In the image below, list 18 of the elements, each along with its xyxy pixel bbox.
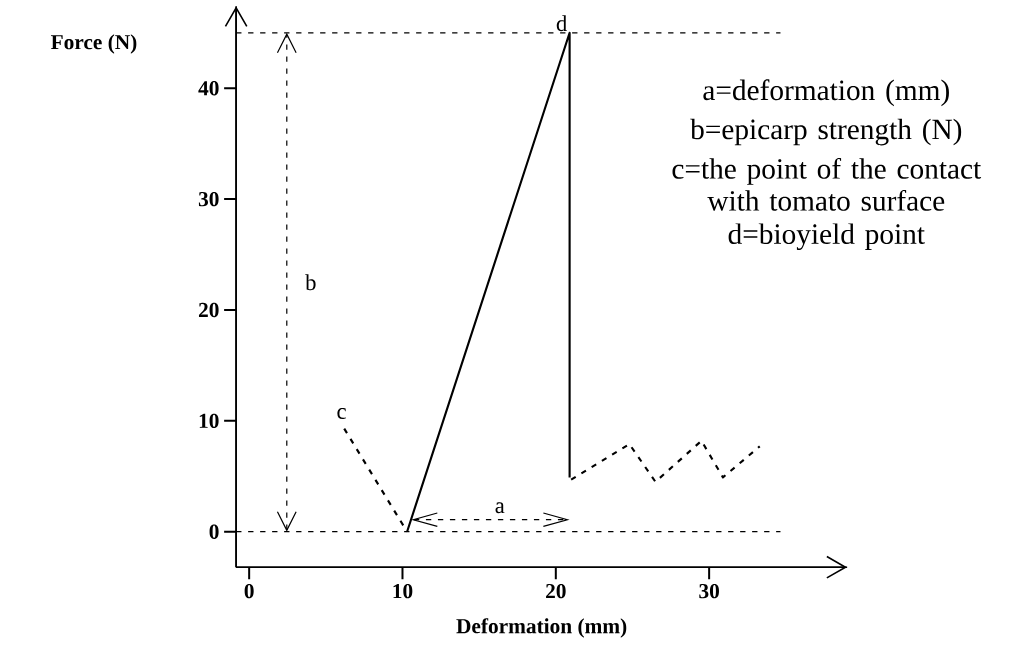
annotation: d [556,15,568,32]
x-tick-label: 10 [393,583,413,599]
annotation: b=epicarp strength (N) [690,118,962,146]
y-tick-label: 40 [198,81,219,96]
y-tick-label: 0 [209,524,219,539]
y-tick-label: 30 [198,191,219,207]
x-tick-label: 30 [699,583,719,599]
x-tick-label: 0 [244,583,254,599]
annotation: a [495,502,505,514]
y-tick-label: 10 [199,413,219,429]
annotation: a=deformation (mm) [703,79,949,107]
x-tick-label: 20 [546,583,566,599]
y-tick-label: 20 [198,302,219,318]
annotation: d=bioyield point [728,223,925,251]
y-axis-title: Force (N) [50,34,137,54]
annotation: c [337,408,346,420]
x-axis-title: Deformation (mm) [456,618,627,638]
annotation: b [305,274,316,291]
